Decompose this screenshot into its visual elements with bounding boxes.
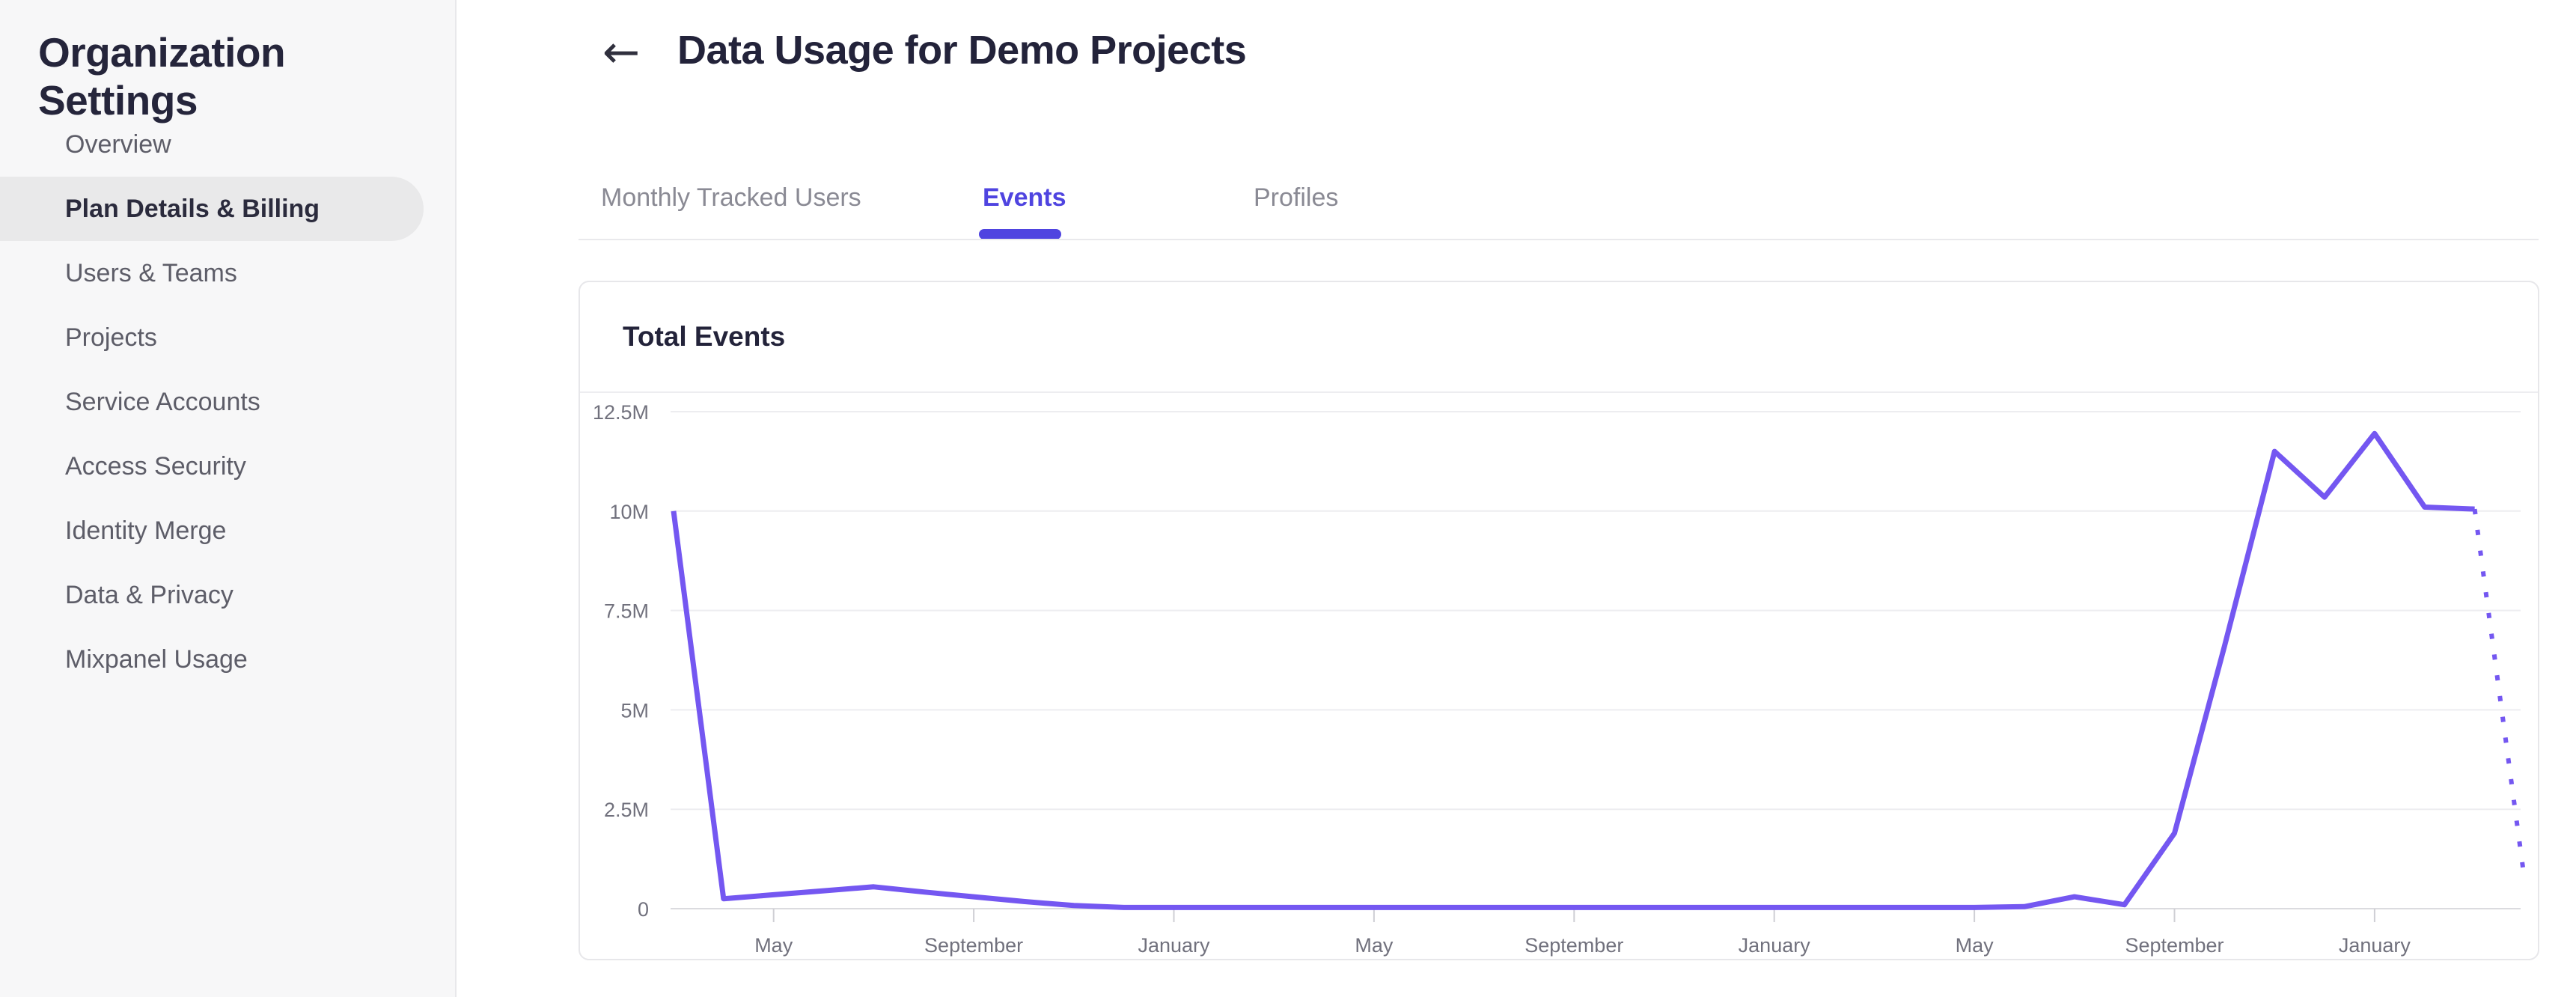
sidebar-item-identity-merge[interactable]: Identity Merge [65, 516, 227, 545]
total-events-chart: 12.5M 10M 7.5M 5M 2.5M 0 May September January Ma… [580, 394, 2538, 959]
sidebar-item-overview[interactable]: Overview [65, 129, 171, 159]
x-axis-label: September [2125, 934, 2224, 957]
y-axis-label: 0 [638, 898, 649, 921]
chart-svg: 12.5M 10M 7.5M 5M 2.5M 0 May September January Ma… [593, 401, 2527, 957]
sidebar-item-access-security[interactable]: Access Security [65, 451, 246, 481]
sidebar-item-users-teams[interactable]: Users & Teams [65, 258, 237, 287]
x-axis-label: May [754, 934, 793, 957]
sidebar-nav: Overview Plan Details & Billing Users & … [0, 112, 457, 692]
x-axis-label: January [1739, 934, 1811, 957]
x-axis-label: May [1956, 934, 1994, 957]
sidebar-item-data-privacy[interactable]: Data & Privacy [65, 580, 234, 609]
tab-profiles[interactable]: Profiles [1254, 183, 1339, 212]
sidebar-item-projects[interactable]: Projects [65, 323, 157, 352]
page-title: Data Usage for Demo Projects [677, 28, 1247, 73]
x-axis-label: January [1138, 934, 1210, 957]
sidebar-item-service-accounts[interactable]: Service Accounts [65, 387, 260, 416]
y-axis-label: 5M [620, 699, 649, 722]
x-axis-label: September [1524, 934, 1623, 957]
sidebar-item-mixpanel-usage[interactable]: Mixpanel Usage [65, 644, 248, 674]
card-title: Total Events [623, 321, 786, 352]
y-axis-label: 7.5M [604, 600, 649, 623]
sidebar: Organization Settings Overview Plan Deta… [0, 0, 457, 997]
total-events-card: Total Events 12.5M 10M 7.5M 5M 2.5M 0 May Septe… [579, 281, 2539, 960]
back-arrow-icon[interactable]: ← [591, 22, 651, 82]
events-line[interactable] [671, 430, 2475, 910]
sidebar-item-plan-details[interactable]: Plan Details & Billing [0, 177, 424, 241]
y-axis-label: 10M [609, 501, 649, 523]
tabs-divider [579, 239, 2539, 240]
x-axis-label: September [924, 934, 1023, 957]
sidebar-title: Organization Settings [38, 29, 286, 124]
y-axis-label: 2.5M [604, 799, 649, 821]
card-header: Total Events [580, 282, 2538, 393]
active-tab-indicator [979, 229, 1061, 240]
tab-monthly-tracked-users[interactable]: Monthly Tracked Users [601, 183, 861, 212]
y-axis-label: 12.5M [593, 401, 649, 424]
x-axis-label: January [2339, 934, 2411, 957]
x-axis-label: May [1355, 934, 1394, 957]
tab-events[interactable]: Events [983, 183, 1066, 212]
events-line-projected [2472, 508, 2527, 882]
